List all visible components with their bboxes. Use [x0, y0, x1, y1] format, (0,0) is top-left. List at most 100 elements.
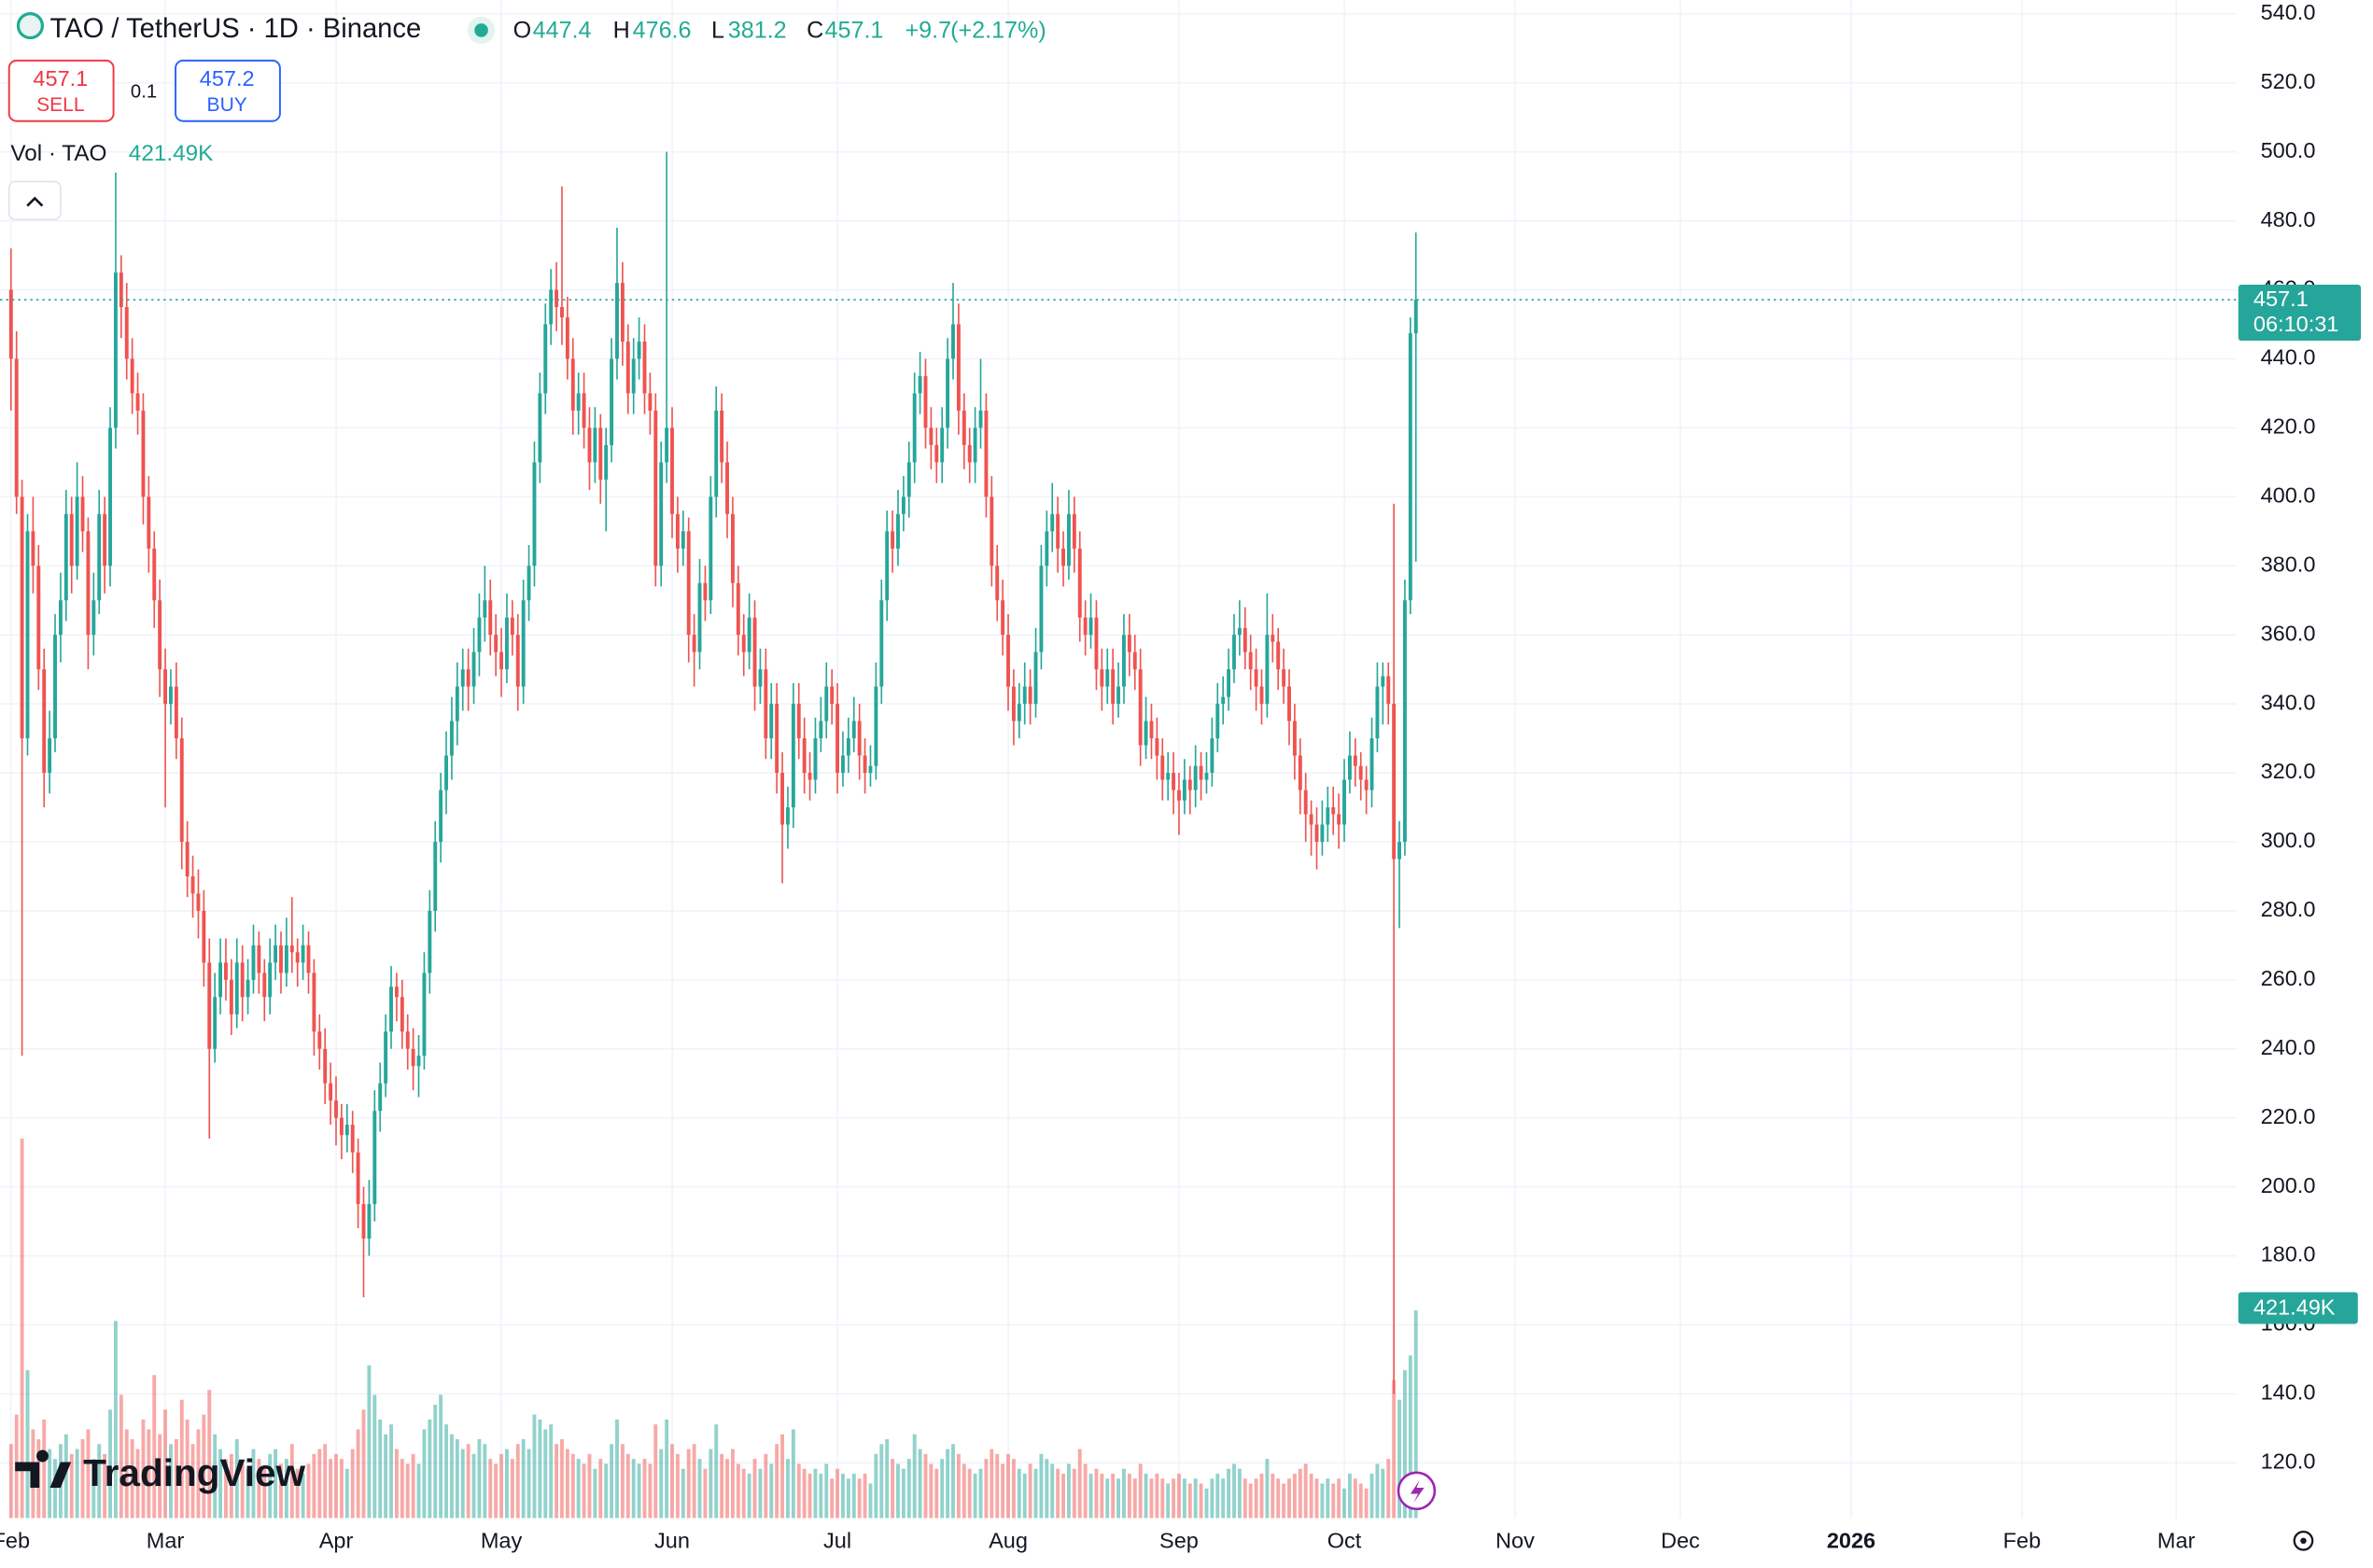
volume-bar [1028, 1463, 1032, 1519]
volume-bar [20, 1138, 24, 1519]
buy-label[interactable]: BUY [207, 94, 247, 116]
volume-bar [163, 1409, 167, 1519]
volume-bar [874, 1453, 878, 1519]
y-tick-label: 540.0 [2261, 0, 2316, 24]
candle-body [1227, 669, 1231, 697]
volume-bar [179, 1399, 184, 1519]
volume-bar [747, 1473, 751, 1519]
candle-body [868, 765, 873, 774]
volume-bar [1177, 1473, 1181, 1519]
collapse-box[interactable] [7, 180, 62, 220]
candle-body [1309, 814, 1313, 825]
volume-bar [224, 1459, 228, 1519]
candle-body [69, 513, 74, 567]
candle-body [1088, 617, 1093, 636]
volume-bar [906, 1459, 911, 1519]
candle-body [163, 669, 167, 705]
volume-bar [730, 1449, 735, 1519]
x-tick-label: Jun [654, 1529, 690, 1553]
volume-bar [1149, 1478, 1154, 1519]
candle-body [1177, 790, 1181, 801]
sell-price[interactable]: 457.1 [33, 66, 88, 91]
volume-bar [317, 1449, 322, 1519]
lightning-button[interactable] [1397, 1471, 1437, 1511]
candle-body [1237, 627, 1242, 636]
settings-icon[interactable] [2293, 1530, 2314, 1551]
candle-body [174, 686, 178, 739]
candle-body [48, 738, 52, 774]
candle-body [75, 497, 79, 567]
candle-body [929, 427, 934, 445]
volume-bar [1402, 1370, 1407, 1519]
volume-bar [135, 1449, 140, 1519]
candle-body [951, 324, 955, 359]
candle-body [86, 531, 91, 636]
volume-bar [714, 1424, 719, 1519]
candle-body [1100, 669, 1104, 687]
settings-dot[interactable] [2300, 1537, 2307, 1545]
candle-body [1282, 669, 1286, 687]
candle-body [1358, 765, 1363, 780]
candle-body [1287, 686, 1291, 721]
symbol-icon [16, 11, 45, 40]
candle-body [1149, 721, 1154, 739]
settings-button[interactable] [2293, 1530, 2314, 1551]
candle-body [830, 686, 835, 705]
volume-bar [268, 1453, 273, 1519]
candle-body [411, 1048, 415, 1067]
volume-bar [91, 1459, 96, 1519]
volume-bar [202, 1414, 206, 1519]
volume-bar [791, 1429, 795, 1519]
volume-bar [483, 1444, 487, 1519]
lightning-icon[interactable] [1410, 1479, 1425, 1504]
candle-body [576, 393, 581, 411]
sell-button[interactable]: 457.1 SELL [7, 59, 115, 122]
volume-bar [956, 1453, 961, 1519]
sell-box[interactable] [7, 59, 115, 122]
candle-body [439, 790, 443, 842]
volume-bar [510, 1459, 514, 1519]
y-tick-label: 360.0 [2261, 621, 2316, 645]
candle-body [521, 600, 526, 687]
volume-bar [615, 1419, 619, 1519]
candle-body [598, 427, 603, 480]
candle-body [841, 755, 845, 774]
buy-button[interactable]: 457.2 BUY [175, 59, 281, 122]
candle-body [213, 997, 218, 1049]
candle-body [20, 497, 24, 739]
volume-bar [1077, 1449, 1082, 1519]
volume-bar [69, 1453, 74, 1519]
collapse-button[interactable] [7, 180, 62, 220]
volume-bar [356, 1429, 360, 1519]
collapse-chevron[interactable] [26, 196, 44, 207]
candle-body [240, 962, 245, 998]
sell-label[interactable]: SELL [36, 94, 85, 116]
candles [8, 151, 1418, 1394]
candle-body [53, 635, 57, 739]
candle-body [1215, 704, 1220, 739]
volume-bar [240, 1463, 245, 1519]
buy-price[interactable]: 457.2 [200, 66, 255, 91]
chart-title: TAO / TetherUS · 1D · Binance [49, 14, 421, 44]
candle-body [675, 513, 680, 549]
volume-bar [582, 1463, 586, 1519]
volume-bar [1066, 1463, 1071, 1519]
candle-body [824, 686, 829, 721]
y-tick-label: 300.0 [2261, 828, 2316, 852]
candle-body [736, 582, 740, 636]
buy-box[interactable] [175, 59, 281, 122]
volume-bar [775, 1444, 779, 1519]
volume-bar [1116, 1478, 1120, 1519]
volume-bar [1039, 1453, 1044, 1519]
volume-bar [1342, 1488, 1346, 1519]
candle-body [1138, 669, 1143, 746]
candle-body [361, 1204, 366, 1239]
candle-body [620, 283, 625, 342]
y-tick-label: 440.0 [2261, 345, 2316, 370]
candle-body [1402, 600, 1407, 842]
candle-body [1221, 696, 1226, 705]
y-tick-label: 500.0 [2261, 138, 2316, 162]
volume-last-box [2238, 1292, 2358, 1324]
volume-bar [1364, 1488, 1369, 1519]
volume-bar [48, 1449, 52, 1519]
